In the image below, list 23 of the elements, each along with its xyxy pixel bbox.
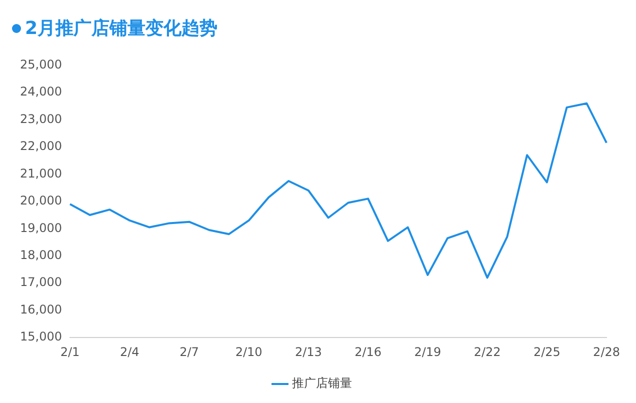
y-tick-label: 19,000 bbox=[20, 220, 62, 235]
legend-label: 推广店铺量 bbox=[292, 376, 352, 390]
y-tick-label: 25,000 bbox=[20, 57, 62, 72]
y-tick-label: 21,000 bbox=[20, 166, 62, 180]
x-tick-label: 2/4 bbox=[120, 344, 140, 359]
y-tick-label: 20,000 bbox=[20, 194, 62, 208]
x-tick-label: 2/13 bbox=[294, 344, 322, 359]
chart-title: 2月推广店铺量变化趋势 bbox=[25, 17, 218, 40]
y-tick-label: 22,000 bbox=[20, 139, 62, 154]
y-tick-label: 18,000 bbox=[20, 248, 62, 262]
x-tick-label: 2/19 bbox=[414, 344, 442, 359]
x-tick-label: 2/10 bbox=[235, 344, 262, 359]
y-tick-label: 16,000 bbox=[20, 302, 62, 316]
y-tick-label: 24,000 bbox=[20, 84, 62, 99]
x-tick-label: 2/16 bbox=[354, 344, 382, 359]
x-tick-label: 2/28 bbox=[593, 344, 620, 359]
y-tick-label: 15,000 bbox=[20, 330, 62, 344]
x-tick-label: 2/1 bbox=[60, 344, 80, 359]
x-tick-label: 2/7 bbox=[180, 344, 199, 359]
y-tick-label: 17,000 bbox=[20, 275, 62, 290]
y-tick-label: 23,000 bbox=[20, 112, 62, 126]
x-tick-label: 2/22 bbox=[474, 344, 501, 359]
x-tick-label: 2/25 bbox=[533, 344, 560, 359]
